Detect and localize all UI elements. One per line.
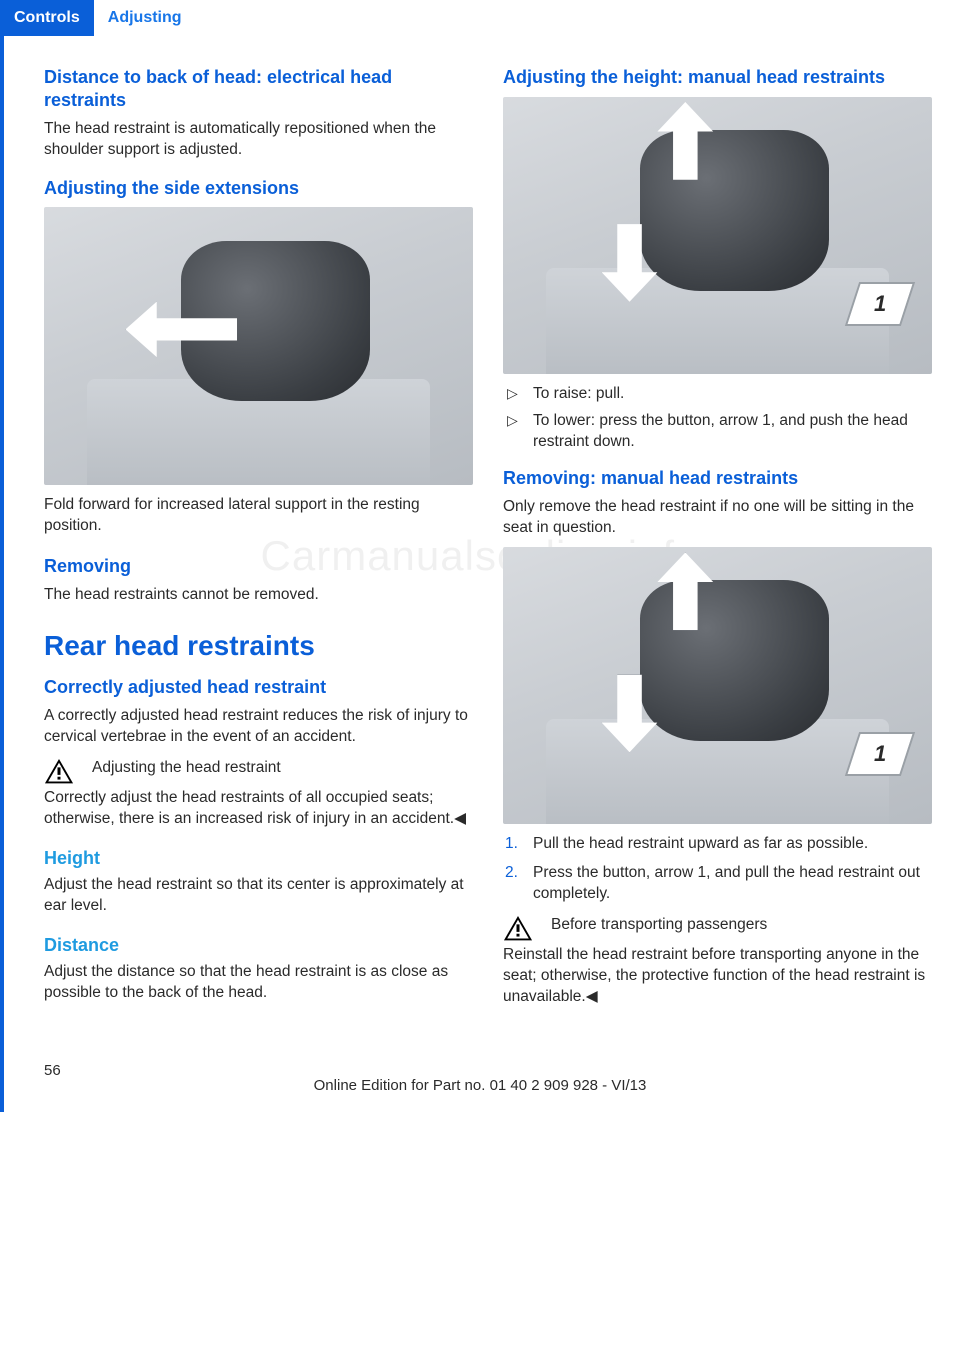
para-only-remove: Only remove the head restraint if no one… (503, 497, 932, 539)
warning-triangle-icon (44, 758, 74, 784)
edition-line: Online Edition for Part no. 01 40 2 909 … (0, 1077, 960, 1094)
para-electrical-reposition: The head restraint is automatically repo… (44, 119, 473, 161)
warning-first-row-2: Before transporting passengers (503, 915, 932, 941)
heading-distance-electrical: Distance to back of head: electrical hea… (44, 66, 473, 111)
left-column: Distance to back of head: electrical hea… (44, 66, 473, 1014)
figure-headrest-3 (640, 580, 829, 741)
page-header: Controls Adjusting (0, 0, 960, 36)
warning-first-row: Adjusting the head restraint (44, 758, 473, 784)
heading-removing-manual: Removing: manual head restraints (503, 467, 932, 490)
para-fold-forward: Fold forward for increased lateral suppo… (44, 495, 473, 537)
para-distance: Adjust the distance so that the head res… (44, 962, 473, 1004)
step-pull-upward: Pull the head restraint upward as far as… (503, 834, 932, 855)
left-blue-edge (0, 36, 4, 1112)
para-height: Adjust the head restraint so that its ce… (44, 875, 473, 917)
page-content: Distance to back of head: electrical hea… (0, 36, 960, 1024)
heading-removing-front: Removing (44, 555, 473, 578)
figure-manual-height: 1 (503, 97, 932, 374)
heading-rear-head-restraints: Rear head restraints (44, 630, 473, 662)
warning-triangle-icon (503, 915, 533, 941)
heading-height: Height (44, 848, 473, 869)
figure-callout-1a: 1 (848, 284, 913, 324)
warning-body-transport: Reinstall the head restraint before tran… (503, 945, 932, 1008)
heading-side-extensions: Adjusting the side extensions (44, 177, 473, 200)
heading-distance: Distance (44, 935, 473, 956)
bullet-to-raise: To raise: pull. (503, 384, 932, 405)
warning-title-transport: Before transporting passengers (551, 915, 932, 936)
figure-callout-1b: 1 (848, 734, 913, 774)
figure-manual-remove: 1 (503, 547, 932, 824)
para-cannot-remove: The head restraints cannot be removed. (44, 585, 473, 606)
page-footer: 56 Online Edition for Part no. 01 40 2 9… (0, 1062, 960, 1112)
right-column: Adjusting the height: manual head restra… (503, 66, 932, 1014)
figure-headrest-2 (640, 130, 829, 291)
para-reduces-risk: A correctly adjusted head restraint redu… (44, 706, 473, 748)
steps-remove-head-restraint: Pull the head restraint upward as far as… (503, 834, 932, 905)
heading-adjusting-height-manual: Adjusting the height: manual head restra… (503, 66, 932, 89)
figure-side-extensions (44, 207, 473, 484)
warning-adjust-head-restraint: Adjusting the head restraint Correctly a… (44, 758, 473, 830)
warning-body-adjusting: Correctly adjust the head restraints of … (44, 788, 473, 830)
heading-correctly-adjusted: Correctly adjusted head restraint (44, 676, 473, 699)
warning-title-adjusting: Adjusting the head restraint (92, 758, 473, 779)
header-tab-controls: Controls (0, 0, 94, 36)
warning-before-transporting: Before transporting passengers Reinstall… (503, 915, 932, 1008)
header-tab-adjusting: Adjusting (94, 0, 196, 36)
bullet-list-raise-lower: To raise: pull. To lower: press the butt… (503, 384, 932, 453)
bullet-to-lower: To lower: press the button, arrow 1, and… (503, 411, 932, 453)
step-press-button: Press the button, arrow 1, and pull the … (503, 863, 932, 905)
